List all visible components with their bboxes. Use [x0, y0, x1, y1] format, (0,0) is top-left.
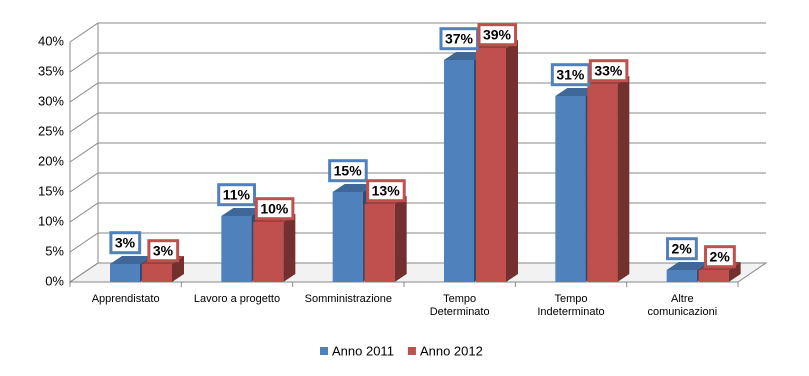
- bar-front: [587, 84, 618, 282]
- bar: [476, 40, 518, 282]
- bar-front: [110, 264, 140, 282]
- bar-front: [476, 48, 506, 282]
- data-label-box: [704, 245, 736, 269]
- x-tick-label: Altre comunicazioni: [647, 293, 718, 318]
- data-label-box: [217, 183, 257, 207]
- data-label-group: 33%: [588, 59, 629, 83]
- bar: [364, 196, 407, 282]
- bar: [587, 76, 630, 282]
- grid-line: [69, 52, 766, 73]
- y-tick-label: 10%: [38, 213, 64, 228]
- bar-top: [666, 262, 709, 270]
- data-label: 2%: [672, 241, 693, 257]
- legend-label: Anno 2011: [332, 343, 394, 358]
- bar: [110, 256, 152, 282]
- data-label: 13%: [372, 183, 401, 199]
- data-label-box: [147, 239, 180, 263]
- legend-swatch: [407, 347, 416, 355]
- data-label: 3%: [115, 235, 136, 251]
- data-label: 3%: [153, 243, 174, 259]
- data-label-box: [366, 179, 406, 203]
- data-label: 31%: [556, 67, 585, 83]
- data-label-box: [109, 231, 142, 255]
- bar-front: [364, 204, 395, 282]
- data-label-group: 3%: [109, 231, 142, 255]
- data-label-group: 13%: [366, 179, 406, 203]
- data-label-group: 37%: [439, 27, 480, 51]
- bar-front: [253, 222, 284, 282]
- y-tick-label: 25%: [38, 123, 64, 138]
- y-tick-label: 5%: [45, 243, 64, 258]
- grid-line: [69, 142, 766, 163]
- data-label-group: 31%: [550, 63, 591, 87]
- bar-side: [506, 40, 518, 282]
- data-label-group: 11%: [217, 183, 257, 207]
- data-label-group: 2%: [666, 237, 698, 261]
- data-label: 15%: [334, 163, 363, 179]
- bar-side: [283, 214, 296, 282]
- data-label: 11%: [223, 187, 251, 203]
- bar-top: [110, 256, 152, 264]
- grid-line: [69, 112, 766, 133]
- data-label: 39%: [483, 27, 512, 43]
- grid-line: [69, 82, 766, 103]
- x-tick-label: Tempo Determinato: [429, 293, 490, 318]
- data-label-box: [254, 197, 295, 221]
- y-tick-label: 40%: [38, 33, 64, 48]
- data-label: 2%: [710, 249, 731, 265]
- y-tick-label: 20%: [38, 153, 64, 168]
- x-tick-label: Apprendistato: [91, 293, 160, 305]
- x-tick-label: Lavoro a progetto: [193, 293, 281, 305]
- y-tick-label: 15%: [38, 183, 64, 198]
- bar-front: [142, 264, 172, 282]
- bar-front: [332, 192, 363, 282]
- data-label-group: 2%: [704, 245, 736, 269]
- bar-front: [221, 216, 252, 282]
- bar-side: [617, 76, 630, 282]
- bar-side: [172, 256, 184, 282]
- data-label-box: [666, 237, 698, 261]
- data-label: 37%: [445, 31, 474, 47]
- data-label-group: 15%: [328, 159, 368, 183]
- y-tick-label: 35%: [38, 63, 64, 78]
- bar-front: [555, 96, 586, 282]
- grid-line: [69, 202, 766, 223]
- grid-line: [69, 232, 766, 253]
- data-label-group: 10%: [254, 197, 295, 221]
- bar-top: [444, 52, 486, 60]
- data-label: 33%: [594, 63, 623, 79]
- x-tick-label: Somministrazione: [304, 293, 393, 305]
- data-label-box: [477, 23, 518, 47]
- bar: [253, 214, 296, 282]
- bar-side: [394, 196, 407, 282]
- data-label-group: 39%: [477, 23, 518, 47]
- bar-front: [698, 270, 729, 282]
- data-label: 10%: [260, 201, 289, 217]
- legend-swatch: [320, 347, 328, 355]
- grid-line: [69, 22, 766, 43]
- bar-top: [221, 208, 264, 216]
- data-label-group: 3%: [147, 239, 180, 263]
- bar-top: [332, 184, 375, 192]
- bar-top: [555, 88, 598, 96]
- bar-side: [728, 262, 741, 282]
- y-tick-label: 30%: [38, 93, 64, 108]
- grid-line: [69, 172, 766, 193]
- y-tick-label: 0%: [45, 273, 64, 288]
- data-label-box: [328, 159, 368, 183]
- bar-front: [666, 270, 697, 282]
- bar-front: [444, 60, 474, 282]
- x-tick-label: Tempo Indeterminato: [537, 293, 605, 318]
- grid-line: [69, 262, 766, 283]
- legend-label: Anno 2012: [420, 343, 483, 358]
- data-label-box: [588, 59, 629, 83]
